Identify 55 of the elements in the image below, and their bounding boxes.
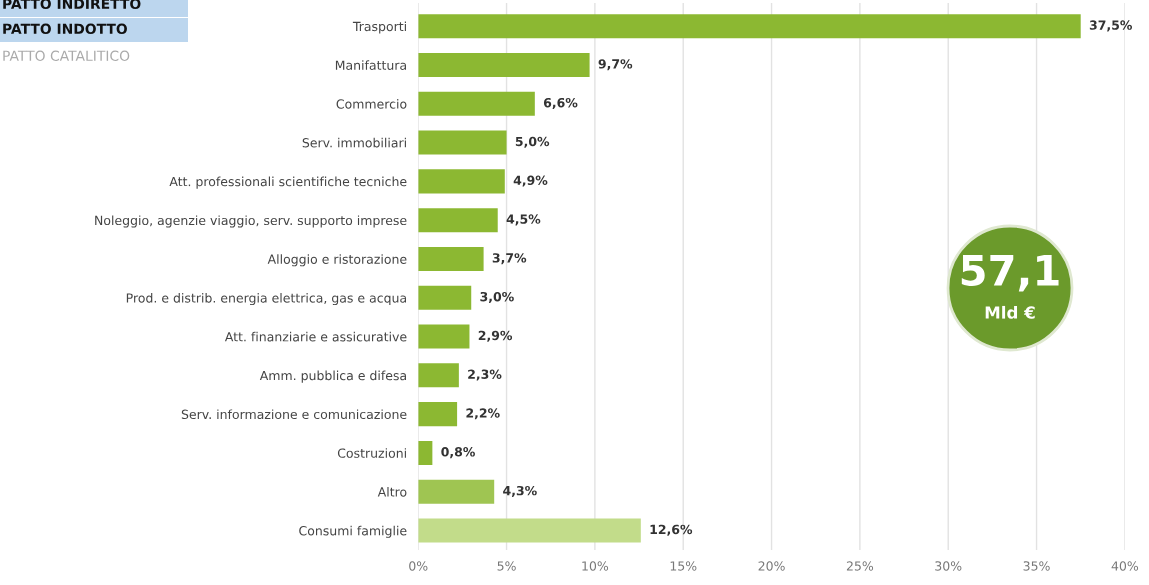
bar xyxy=(418,52,590,78)
data-label: 2,3% xyxy=(468,369,502,381)
y-tick-label: Consumi famiglie xyxy=(299,525,407,538)
y-tick-label: Altro xyxy=(377,486,407,497)
y-tick-label: Serv. informazione e comunicazione xyxy=(181,409,407,420)
bar xyxy=(418,14,1081,39)
data-label: 4,3% xyxy=(503,485,537,497)
bar xyxy=(418,91,535,116)
data-label: 3,0% xyxy=(480,291,514,303)
bar xyxy=(418,130,507,155)
y-tick-label: Alloggio e ristorazione xyxy=(267,254,407,267)
bar xyxy=(418,324,470,349)
data-label: 6,6% xyxy=(543,97,578,110)
y-tick-label: Trasporti xyxy=(352,21,406,34)
x-tick-label: 15% xyxy=(670,561,697,571)
y-tick-label: Amm. pubblica e difesa xyxy=(259,370,406,383)
x-tick-label: 20% xyxy=(758,561,785,571)
bar xyxy=(418,518,641,543)
x-tick-label: 0% xyxy=(409,561,428,571)
data-label: 2,9% xyxy=(478,330,513,342)
text: PATTO CATALITICO xyxy=(3,50,130,62)
data-label: 3,7% xyxy=(492,253,527,265)
y-tick-label: Serv. immobiliari xyxy=(302,137,406,148)
data-label: 4,9% xyxy=(513,175,548,187)
y-tick-label: Manifattura xyxy=(335,60,406,70)
y-tick-label: Att. finanziarie e assicurative xyxy=(224,331,407,342)
y-tick-label: Commercio xyxy=(336,99,407,109)
x-tick-label: 40% xyxy=(1111,561,1139,571)
y-tick-label: Costruzioni xyxy=(337,448,406,458)
annotation: Mld € xyxy=(985,305,1035,319)
bar xyxy=(418,440,433,465)
x-tick-label: 25% xyxy=(846,561,874,571)
data-label: 4,5% xyxy=(506,214,541,226)
data-label: 5,0% xyxy=(515,136,550,148)
bar xyxy=(418,363,459,388)
x-tick-label: 10% xyxy=(582,561,609,571)
x-tick-label: 35% xyxy=(1023,561,1050,571)
data-label: 37,5% xyxy=(1089,20,1133,32)
data-label: 0,8% xyxy=(441,447,475,459)
bar xyxy=(418,208,498,233)
annotation: 57,1 xyxy=(961,255,1059,292)
bar xyxy=(418,169,505,194)
bar xyxy=(418,246,484,271)
y-tick-label: Noleggio, agenzie viaggio, serv. supporto imprese xyxy=(95,215,407,228)
bar xyxy=(418,479,495,504)
x-tick-label: 30% xyxy=(935,561,962,571)
bar xyxy=(418,285,472,310)
x-tick-label: 5% xyxy=(497,561,516,571)
bar xyxy=(418,402,458,427)
y-tick-label: Att. professionali scientifiche tecniche xyxy=(169,176,407,189)
data-label: 12,6% xyxy=(650,524,693,536)
y-tick-label: Prod. e distrib. energia elettrica, gas e acqua xyxy=(126,293,406,306)
text: PATTO INDOTTO xyxy=(3,23,127,35)
data-label: 2,2% xyxy=(466,408,500,420)
data-label: 9,7% xyxy=(598,59,633,71)
